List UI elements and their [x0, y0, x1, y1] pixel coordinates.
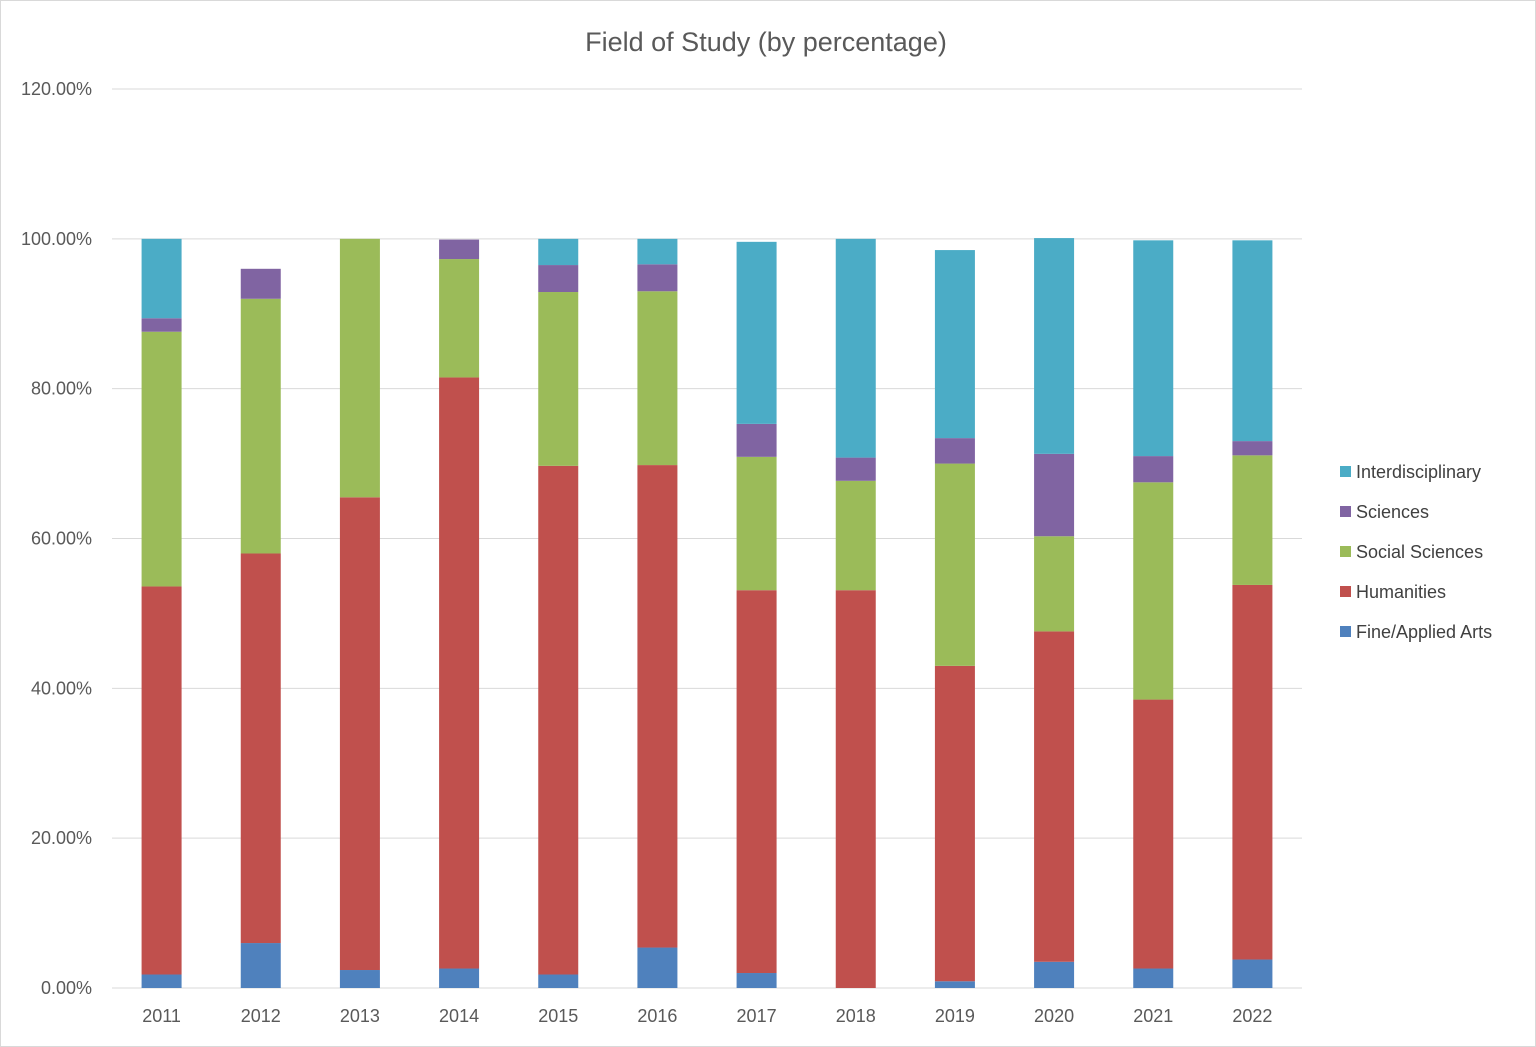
- bars: [141, 238, 1273, 988]
- legend-swatch-sciences: [1340, 506, 1351, 517]
- bar-2011-interdisciplinary: [141, 238, 182, 319]
- bar-2016-interdisciplinary: [637, 238, 678, 265]
- bar-2014-social-sciences: [439, 259, 480, 378]
- bar-2013-humanities: [339, 497, 380, 971]
- bar-2020-humanities: [1034, 631, 1075, 962]
- bar-2011-sciences: [141, 318, 182, 332]
- bar-2012-sciences: [240, 268, 281, 299]
- legend-label-social-sciences: Social Sciences: [1356, 542, 1483, 562]
- bar-2015-fine-applied-arts: [538, 974, 579, 988]
- bar-2019-fine-applied-arts: [934, 981, 975, 988]
- bar-2022-interdisciplinary: [1232, 240, 1273, 442]
- bar-2021-humanities: [1133, 699, 1174, 969]
- bar-2015-social-sciences: [538, 292, 579, 466]
- chart-title: Field of Study (by percentage): [585, 27, 947, 57]
- bar-2012-humanities: [240, 553, 281, 944]
- x-tick-label-2011: 2011: [142, 1006, 181, 1026]
- bar-2014-sciences: [439, 239, 480, 260]
- bar-2012-fine-applied-arts: [240, 943, 281, 988]
- bar-2021-social-sciences: [1133, 482, 1174, 700]
- bar-2017-social-sciences: [736, 456, 777, 591]
- bar-2012-social-sciences: [240, 298, 281, 554]
- bar-2019-interdisciplinary: [934, 250, 975, 439]
- bar-2017-fine-applied-arts: [736, 973, 777, 988]
- bar-2022-humanities: [1232, 584, 1273, 960]
- bar-2021-fine-applied-arts: [1133, 968, 1174, 988]
- y-tick-label: 0.00%: [41, 978, 92, 998]
- bar-2020-social-sciences: [1034, 536, 1075, 632]
- bar-2016-social-sciences: [637, 291, 678, 466]
- x-tick-label-2022: 2022: [1232, 1006, 1272, 1026]
- y-tick-label: 20.00%: [31, 828, 92, 848]
- bar-2017-interdisciplinary: [736, 241, 777, 424]
- bar-2014-humanities: [439, 377, 480, 969]
- bar-2015-sciences: [538, 265, 579, 293]
- x-tick-label-2012: 2012: [241, 1006, 281, 1026]
- x-tick-label-2016: 2016: [637, 1006, 677, 1026]
- bar-2016-fine-applied-arts: [637, 947, 678, 988]
- y-tick-label: 60.00%: [31, 529, 92, 549]
- legend-label-interdisciplinary: Interdisciplinary: [1356, 462, 1481, 482]
- bar-2016-humanities: [637, 465, 678, 948]
- x-tick-label-2020: 2020: [1034, 1006, 1074, 1026]
- y-axis-tick-labels: 0.00% 20.00% 40.00% 60.00% 80.00% 100.00% 120.…: [21, 79, 92, 998]
- legend-label-humanities: Humanities: [1356, 582, 1446, 602]
- bar-2021-interdisciplinary: [1133, 240, 1174, 457]
- x-tick-label-2019: 2019: [935, 1006, 975, 1026]
- x-axis-tick-labels: 2011 2012 2013 2014 2015 2016 2017 2018 2019 2020…: [142, 1006, 1272, 1026]
- bar-2020-interdisciplinary: [1034, 238, 1075, 454]
- legend-swatch-interdisciplinary: [1340, 466, 1351, 477]
- bar-2018-social-sciences: [835, 480, 876, 591]
- bar-2013-social-sciences: [339, 238, 380, 498]
- legend-swatch-humanities: [1340, 586, 1351, 597]
- x-tick-label-2021: 2021: [1133, 1006, 1173, 1026]
- bar-2017-sciences: [736, 423, 777, 457]
- legend-label-sciences: Sciences: [1356, 502, 1429, 522]
- y-tick-label: 40.00%: [31, 678, 92, 698]
- bar-2018-interdisciplinary: [835, 238, 876, 458]
- legend-label-fine-applied-arts: Fine/Applied Arts: [1356, 622, 1492, 642]
- bar-2018-sciences: [835, 457, 876, 481]
- x-tick-label-2013: 2013: [340, 1006, 380, 1026]
- bar-2020-sciences: [1034, 453, 1075, 537]
- bar-2017-humanities: [736, 590, 777, 974]
- bar-2015-interdisciplinary: [538, 238, 579, 266]
- bar-2011-humanities: [141, 586, 182, 975]
- bar-2022-fine-applied-arts: [1232, 959, 1273, 988]
- bar-2013-fine-applied-arts: [339, 970, 380, 988]
- x-tick-label-2018: 2018: [836, 1006, 876, 1026]
- bar-2019-social-sciences: [934, 463, 975, 666]
- bar-2022-social-sciences: [1232, 455, 1273, 585]
- bar-2020-fine-applied-arts: [1034, 961, 1075, 988]
- bar-2022-sciences: [1232, 441, 1273, 456]
- bar-2021-sciences: [1133, 456, 1174, 483]
- bar-2019-humanities: [934, 665, 975, 982]
- x-tick-label-2017: 2017: [737, 1006, 777, 1026]
- gridlines: [112, 88, 1302, 989]
- bar-2011-fine-applied-arts: [141, 974, 182, 988]
- legend-swatch-fine-applied-arts: [1340, 626, 1351, 637]
- x-tick-label-2015: 2015: [538, 1006, 578, 1026]
- legend: Interdisciplinary Sciences Social Sciences…: [1340, 462, 1492, 642]
- y-tick-label: 120.00%: [21, 79, 92, 99]
- y-tick-label: 100.00%: [21, 229, 92, 249]
- bar-2015-humanities: [538, 465, 579, 975]
- bar-2018-humanities: [835, 590, 876, 988]
- bar-2011-social-sciences: [141, 331, 182, 587]
- x-tick-label-2014: 2014: [439, 1006, 479, 1026]
- bar-2016-sciences: [637, 264, 678, 292]
- y-tick-label: 80.00%: [31, 379, 92, 399]
- legend-swatch-social-sciences: [1340, 546, 1351, 557]
- bar-2019-sciences: [934, 438, 975, 464]
- bar-2014-fine-applied-arts: [439, 968, 480, 988]
